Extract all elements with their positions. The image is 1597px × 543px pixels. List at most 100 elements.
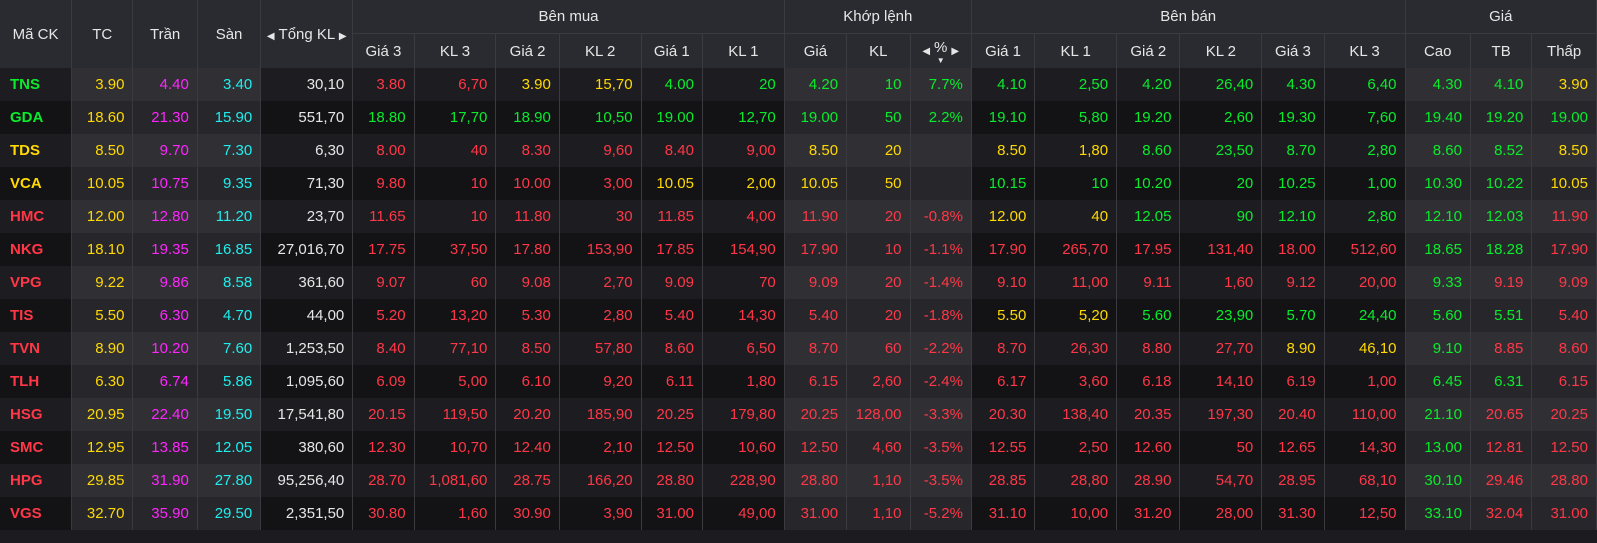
- match-cell: [910, 167, 972, 200]
- header-low[interactable]: Thấp: [1531, 33, 1597, 68]
- header-reference[interactable]: TC: [71, 0, 134, 68]
- sell-cell: 7,60: [1324, 101, 1406, 134]
- buy-cell: 11.65: [352, 200, 415, 233]
- percent-label: % ▼: [934, 38, 948, 65]
- sell-cell: 20: [1179, 167, 1263, 200]
- sell-cell: 12.60: [1116, 431, 1181, 464]
- sell-cell: 12.55: [971, 431, 1036, 464]
- floor-cell: 3.40: [197, 68, 262, 101]
- sell-cell: 8.90: [1261, 332, 1325, 365]
- match-cell: -1.1%: [910, 233, 972, 266]
- table-row[interactable]: HSG 20.95 22.40 19.50 17,541,80 20.15 119,50 20…: [0, 398, 1597, 431]
- match-cell: -5.2%: [910, 497, 972, 530]
- buy-cell: 9.07: [352, 266, 415, 299]
- header-sell-price-3[interactable]: Giá 3: [1261, 33, 1325, 68]
- sell-cell: 6,40: [1324, 68, 1406, 101]
- total-volume-cell: 1,095,60: [260, 365, 354, 398]
- symbol-cell[interactable]: SMC: [0, 431, 73, 464]
- ceiling-cell: 10.20: [132, 332, 198, 365]
- header-high[interactable]: Cao: [1405, 33, 1471, 68]
- symbol-cell[interactable]: VCA: [0, 167, 73, 200]
- reference-cell: 8.90: [71, 332, 134, 365]
- symbol-cell[interactable]: TVN: [0, 332, 73, 365]
- table-row[interactable]: HMC 12.00 12.80 11.20 23,70 11.65 10 11.80 30 11.…: [0, 200, 1597, 233]
- sell-cell: 20.30: [971, 398, 1036, 431]
- ceiling-cell: 12.80: [132, 200, 198, 233]
- caret-right-icon[interactable]: ▶: [338, 30, 347, 42]
- sell-cell: 2,50: [1034, 431, 1118, 464]
- table-row[interactable]: HPG 29.85 31.90 27.80 95,256,40 28.70 1,081,60…: [0, 464, 1597, 497]
- sell-cell: 10.25: [1261, 167, 1325, 200]
- header-buy-vol-1[interactable]: KL 1: [702, 33, 785, 68]
- header-buy-vol-2[interactable]: KL 2: [559, 33, 642, 68]
- header-buy-price-2[interactable]: Giá 2: [495, 33, 560, 68]
- sell-cell: 26,40: [1179, 68, 1263, 101]
- symbol-cell[interactable]: TDS: [0, 134, 73, 167]
- price-cell: 13.00: [1405, 431, 1471, 464]
- header-sell-vol-3[interactable]: KL 3: [1324, 33, 1406, 68]
- table-row[interactable]: TVN 8.90 10.20 7.60 1,253,50 8.40 77,10 8.50 57,…: [0, 332, 1597, 365]
- table-row[interactable]: GDA 18.60 21.30 15.90 551,70 18.80 17,70 18.90 1…: [0, 101, 1597, 134]
- buy-cell: 5.40: [641, 299, 703, 332]
- header-buy-vol-3[interactable]: KL 3: [414, 33, 497, 68]
- header-buy-price-1[interactable]: Giá 1: [641, 33, 703, 68]
- header-match-price[interactable]: Giá: [784, 33, 848, 68]
- header-floor[interactable]: Sàn: [197, 0, 262, 68]
- total-volume-cell: 551,70: [260, 101, 354, 134]
- symbol-cell[interactable]: TIS: [0, 299, 73, 332]
- table-row[interactable]: TIS 5.50 6.30 4.70 44,00 5.20 13,20 5.30 2,80 5.4…: [0, 299, 1597, 332]
- caret-left-icon[interactable]: ◀: [922, 45, 931, 57]
- price-cell: 12.03: [1470, 200, 1533, 233]
- header-sell-vol-2[interactable]: KL 2: [1179, 33, 1263, 68]
- header-total-volume[interactable]: ◀ Tổng KL ▶: [260, 0, 354, 68]
- table-row[interactable]: NKG 18.10 19.35 16.85 27,016,70 17.75 37,50 17.…: [0, 233, 1597, 266]
- match-cell: 8.70: [784, 332, 848, 365]
- header-sell-price-2[interactable]: Giá 2: [1116, 33, 1181, 68]
- symbol-cell[interactable]: TNS: [0, 68, 73, 101]
- table-row[interactable]: SMC 12.95 13.85 12.05 380,60 12.30 10,70 12.40 2…: [0, 431, 1597, 464]
- buy-cell: 18.80: [352, 101, 415, 134]
- header-symbol[interactable]: Mã CK: [0, 0, 73, 68]
- header-sell-vol-1[interactable]: KL 1: [1034, 33, 1118, 68]
- caret-left-icon[interactable]: ◀: [266, 30, 275, 42]
- symbol-cell[interactable]: GDA: [0, 101, 73, 134]
- match-cell: -3.3%: [910, 398, 972, 431]
- buy-cell: 70: [702, 266, 785, 299]
- header-match-volume[interactable]: KL: [846, 33, 911, 68]
- table-row[interactable]: TLH 6.30 6.74 5.86 1,095,60 6.09 5,00 6.10 9,20 6…: [0, 365, 1597, 398]
- buy-cell: 153,90: [559, 233, 642, 266]
- price-cell: 20.25: [1531, 398, 1597, 431]
- sell-cell: 23,50: [1179, 134, 1263, 167]
- sell-cell: 265,70: [1034, 233, 1118, 266]
- ceiling-cell: 13.85: [132, 431, 198, 464]
- symbol-cell[interactable]: NKG: [0, 233, 73, 266]
- symbol-cell[interactable]: HSG: [0, 398, 73, 431]
- table-row[interactable]: VGS 32.70 35.90 29.50 2,351,50 30.80 1,60 30.90…: [0, 497, 1597, 530]
- symbol-cell[interactable]: TLH: [0, 365, 73, 398]
- sell-cell: 12.65: [1261, 431, 1325, 464]
- header-ceiling[interactable]: Trần: [132, 0, 198, 68]
- symbol-cell[interactable]: VGS: [0, 497, 73, 530]
- header-sell-price-1[interactable]: Giá 1: [971, 33, 1036, 68]
- symbol-cell[interactable]: HPG: [0, 464, 73, 497]
- buy-cell: 8.40: [641, 134, 703, 167]
- sell-cell: 20,00: [1324, 266, 1406, 299]
- buy-cell: 20: [702, 68, 785, 101]
- table-row[interactable]: VCA 10.05 10.75 9.35 71,30 9.80 10 10.00 3,00 10.…: [0, 167, 1597, 200]
- sort-down-icon[interactable]: ▼: [936, 55, 945, 65]
- sell-cell: 50: [1179, 431, 1263, 464]
- price-cell: 18.65: [1405, 233, 1471, 266]
- header-average[interactable]: TB: [1470, 33, 1533, 68]
- header-buy-price-3[interactable]: Giá 3: [352, 33, 415, 68]
- buy-cell: 8.50: [495, 332, 560, 365]
- table-row[interactable]: VPG 9.22 9.86 8.58 361,60 9.07 60 9.08 2,70 9.09 7…: [0, 266, 1597, 299]
- symbol-cell[interactable]: VPG: [0, 266, 73, 299]
- table-row[interactable]: TNS 3.90 4.40 3.40 30,10 3.80 6,70 3.90 15,70 4.0…: [0, 68, 1597, 101]
- buy-cell: 8.60: [641, 332, 703, 365]
- header-match-percent[interactable]: ◀ % ▼ ▶: [910, 33, 972, 68]
- table-row[interactable]: TDS 8.50 9.70 7.30 6,30 8.00 40 8.30 9,60 8.40 9,0…: [0, 134, 1597, 167]
- sell-cell: 24,40: [1324, 299, 1406, 332]
- caret-right-icon[interactable]: ▶: [951, 45, 960, 57]
- symbol-cell[interactable]: HMC: [0, 200, 73, 233]
- sell-cell: 197,30: [1179, 398, 1263, 431]
